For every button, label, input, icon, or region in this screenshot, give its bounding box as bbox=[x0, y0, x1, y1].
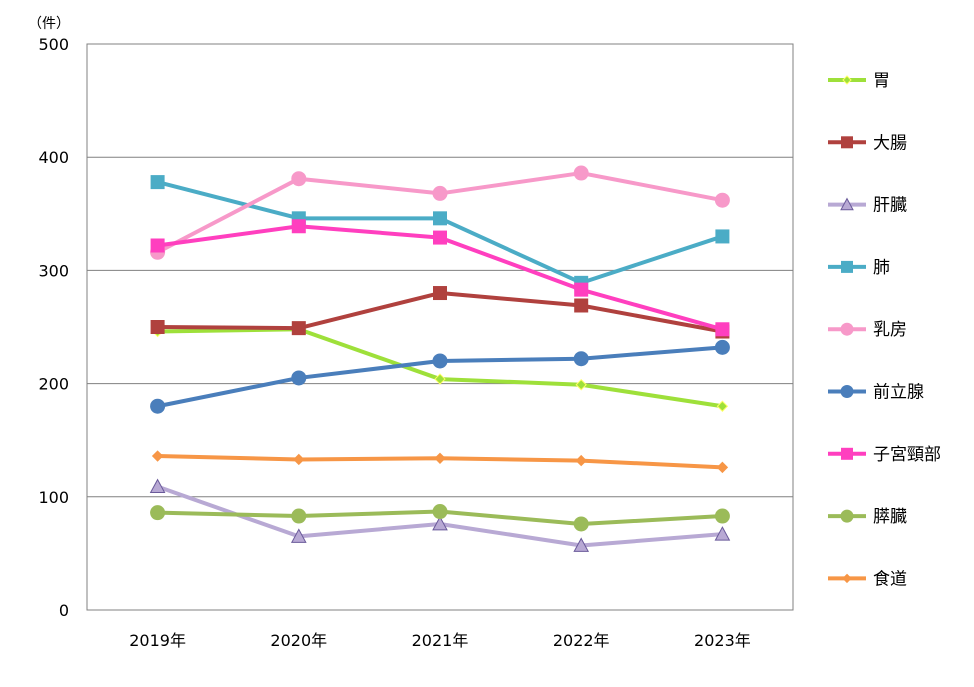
series-layer bbox=[149, 165, 731, 552]
legend-item: 前立腺 bbox=[828, 383, 924, 403]
series-7 bbox=[150, 504, 730, 532]
y-axis-unit-label: （件） bbox=[28, 16, 70, 32]
data-point bbox=[714, 508, 730, 524]
legend-item: 胃 bbox=[828, 71, 890, 91]
legend-item: 肝臓 bbox=[828, 196, 907, 216]
legend-item: 乳房 bbox=[828, 320, 907, 340]
legend-item: 食道 bbox=[828, 569, 907, 589]
legend-item: 肺 bbox=[828, 258, 890, 278]
gridlines bbox=[87, 156, 793, 498]
data-point bbox=[290, 528, 307, 543]
data-point bbox=[151, 450, 164, 462]
legend-label: 食道 bbox=[873, 569, 907, 589]
legend-marker bbox=[840, 197, 854, 211]
legend-label: 膵臓 bbox=[873, 507, 907, 527]
legend-item: 子宮頸部 bbox=[828, 445, 941, 465]
data-point bbox=[573, 165, 589, 181]
legend-marker bbox=[841, 260, 853, 273]
y-tick-label: 400 bbox=[38, 148, 69, 167]
data-point bbox=[291, 508, 307, 524]
legend-marker bbox=[840, 322, 854, 336]
legend-label: 肝臓 bbox=[873, 196, 907, 216]
legend-label: 乳房 bbox=[873, 320, 907, 340]
data-point bbox=[432, 515, 448, 531]
series-2 bbox=[149, 478, 731, 552]
x-tick-label: 2019年 bbox=[129, 631, 186, 650]
y-tick-label: 500 bbox=[38, 35, 69, 54]
y-axis-ticks: 0 100 200 300 400 500 bbox=[38, 35, 69, 620]
data-point bbox=[150, 175, 165, 190]
legend-marker bbox=[842, 75, 852, 85]
data-point bbox=[716, 400, 729, 412]
data-point bbox=[149, 478, 166, 494]
series-6 bbox=[150, 219, 730, 337]
x-tick-label: 2021年 bbox=[412, 631, 469, 650]
legend-label: 胃 bbox=[873, 71, 890, 91]
data-point bbox=[573, 537, 590, 552]
x-tick-label: 2023年 bbox=[694, 631, 751, 650]
legend-marker bbox=[840, 385, 854, 398]
data-point bbox=[574, 298, 589, 313]
plot-area bbox=[86, 43, 794, 611]
x-tick-label: 2022年 bbox=[553, 631, 610, 650]
data-point bbox=[291, 321, 306, 336]
data-point bbox=[434, 373, 446, 385]
data-point bbox=[293, 453, 305, 466]
data-point bbox=[575, 379, 587, 391]
y-tick-label: 200 bbox=[38, 375, 69, 394]
data-point bbox=[714, 192, 730, 208]
legend-marker bbox=[841, 136, 853, 149]
data-point bbox=[150, 238, 165, 253]
data-point bbox=[715, 229, 730, 244]
data-point bbox=[573, 351, 589, 367]
data-point bbox=[432, 353, 448, 369]
data-point bbox=[433, 286, 447, 301]
legend-marker bbox=[841, 447, 853, 460]
data-point bbox=[434, 452, 446, 465]
legend-label: 肺 bbox=[873, 258, 890, 278]
data-point bbox=[291, 370, 307, 386]
legend-marker bbox=[840, 509, 854, 523]
series-8 bbox=[151, 450, 729, 474]
data-point bbox=[716, 461, 729, 474]
series-5 bbox=[150, 339, 730, 414]
data-point bbox=[433, 211, 447, 226]
data-point bbox=[714, 526, 731, 541]
x-axis-ticks: 2019年 2020年 2021年 2022年 2023年 bbox=[129, 631, 751, 650]
legend-label: 子宮頸部 bbox=[873, 445, 941, 465]
data-point bbox=[715, 322, 730, 337]
legend-label: 前立腺 bbox=[873, 383, 924, 403]
data-point bbox=[291, 219, 306, 234]
data-point bbox=[573, 516, 589, 532]
data-point bbox=[432, 185, 448, 201]
legend-label: 大腸 bbox=[873, 133, 907, 153]
y-tick-label: 100 bbox=[38, 488, 69, 507]
data-point bbox=[714, 339, 730, 355]
y-tick-label: 0 bbox=[59, 601, 69, 620]
data-point bbox=[150, 505, 166, 521]
data-point bbox=[574, 282, 589, 297]
x-tick-label: 2020年 bbox=[270, 631, 327, 650]
data-point bbox=[575, 454, 587, 467]
data-point bbox=[432, 504, 448, 520]
legend-item: 膵臓 bbox=[828, 507, 907, 527]
data-point bbox=[150, 398, 166, 414]
legend-item: 大腸 bbox=[828, 133, 907, 153]
y-tick-label: 300 bbox=[38, 261, 69, 280]
data-point bbox=[150, 320, 165, 334]
data-point bbox=[433, 230, 447, 245]
data-point bbox=[291, 171, 307, 187]
legend-marker bbox=[842, 573, 852, 584]
